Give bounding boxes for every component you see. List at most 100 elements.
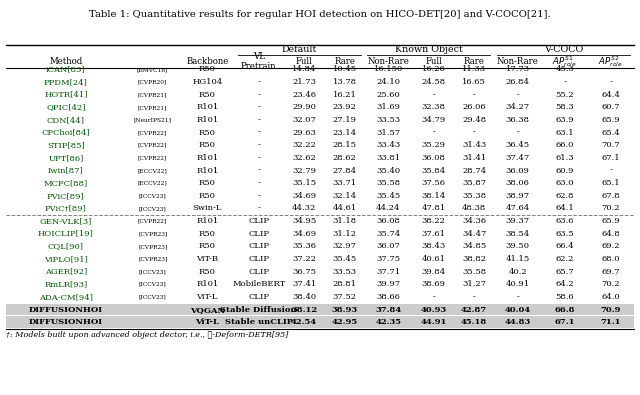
Text: 66.4: 66.4 xyxy=(556,243,574,250)
Text: R50: R50 xyxy=(199,66,216,73)
Text: 34.27: 34.27 xyxy=(506,103,530,111)
Text: 64.0: 64.0 xyxy=(602,293,620,301)
Text: 34.69: 34.69 xyxy=(292,230,316,238)
Text: 36.08: 36.08 xyxy=(376,217,400,225)
Text: 35.74: 35.74 xyxy=(376,230,401,238)
Text: R50: R50 xyxy=(199,129,216,137)
Text: 35.87: 35.87 xyxy=(462,179,486,187)
Text: -: - xyxy=(257,116,260,124)
Text: 31.41: 31.41 xyxy=(462,154,486,162)
Text: 36.38: 36.38 xyxy=(506,116,530,124)
Text: 23.14: 23.14 xyxy=(333,129,356,137)
Text: -: - xyxy=(516,129,519,137)
Text: iCAN[83]: iCAN[83] xyxy=(46,66,86,73)
Text: [CVPR22]: [CVPR22] xyxy=(138,143,167,148)
Text: 24.58: 24.58 xyxy=(422,78,445,86)
Text: 38.69: 38.69 xyxy=(422,280,445,288)
Text: R101: R101 xyxy=(196,103,218,111)
Text: Stable Diffusion: Stable Diffusion xyxy=(220,306,297,314)
Text: 65.4: 65.4 xyxy=(602,129,620,137)
Text: R101: R101 xyxy=(196,154,218,162)
Text: 21.73: 21.73 xyxy=(292,78,316,86)
Text: -: - xyxy=(516,91,519,99)
Text: Method: Method xyxy=(49,57,83,66)
Text: Table 1: Quantitative results for regular HOI detection on HICO-DET[20] and V-CO: Table 1: Quantitative results for regula… xyxy=(89,10,551,19)
Text: 38.14: 38.14 xyxy=(422,192,446,200)
Text: PViC[89]: PViC[89] xyxy=(47,192,84,200)
Text: 34.69: 34.69 xyxy=(292,192,316,200)
Text: 62.2: 62.2 xyxy=(556,255,574,263)
Text: $AP^{S1}_{role}$: $AP^{S1}_{role}$ xyxy=(552,54,577,69)
Text: 60.9: 60.9 xyxy=(556,167,574,175)
Text: CLIP: CLIP xyxy=(248,243,269,250)
Text: 34.95: 34.95 xyxy=(292,217,316,225)
Text: 33.53: 33.53 xyxy=(376,116,401,124)
Text: 34.47: 34.47 xyxy=(462,230,486,238)
Text: 64.1: 64.1 xyxy=(556,205,574,213)
Text: 40.61: 40.61 xyxy=(422,255,445,263)
Text: 66.0: 66.0 xyxy=(556,141,574,149)
Text: 42.54: 42.54 xyxy=(291,318,317,326)
Text: -: - xyxy=(257,78,260,86)
Text: 61.3: 61.3 xyxy=(556,154,574,162)
Text: 32.38: 32.38 xyxy=(422,103,445,111)
Text: QPIC[42]: QPIC[42] xyxy=(46,103,86,111)
Text: 28.62: 28.62 xyxy=(333,154,356,162)
Text: 33.81: 33.81 xyxy=(376,154,401,162)
Text: -: - xyxy=(257,66,260,73)
Text: 31.12: 31.12 xyxy=(333,230,356,238)
Text: 26.06: 26.06 xyxy=(462,103,486,111)
Text: 26.84: 26.84 xyxy=(506,78,530,86)
Text: [ICCV23]: [ICCV23] xyxy=(139,282,166,287)
Text: 38.43: 38.43 xyxy=(422,243,446,250)
Text: 16.21: 16.21 xyxy=(333,91,356,99)
Text: CPChoi[84]: CPChoi[84] xyxy=(42,129,90,137)
Text: Non-Rare: Non-Rare xyxy=(497,57,539,66)
Text: 36.07: 36.07 xyxy=(376,243,400,250)
Text: 63.0: 63.0 xyxy=(556,179,574,187)
Text: 70.2: 70.2 xyxy=(602,205,620,213)
Text: 11.33: 11.33 xyxy=(462,66,486,73)
Text: 58.3: 58.3 xyxy=(556,103,574,111)
Text: -: - xyxy=(609,167,612,175)
Text: 36.08: 36.08 xyxy=(422,154,445,162)
Text: 38.54: 38.54 xyxy=(506,230,530,238)
Text: [ICCV23]: [ICCV23] xyxy=(139,206,166,211)
Text: 34.36: 34.36 xyxy=(462,217,486,225)
Text: 25.60: 25.60 xyxy=(376,91,400,99)
Text: -: - xyxy=(257,179,260,187)
Text: 45.3: 45.3 xyxy=(556,66,574,73)
Text: 35.84: 35.84 xyxy=(422,167,446,175)
Text: -: - xyxy=(473,91,476,99)
Text: VQGAN: VQGAN xyxy=(189,306,225,314)
Text: 68.0: 68.0 xyxy=(602,255,620,263)
Text: 40.93: 40.93 xyxy=(420,306,447,314)
Text: 39.37: 39.37 xyxy=(506,217,530,225)
Text: -: - xyxy=(473,293,476,301)
Text: R50: R50 xyxy=(199,192,216,200)
Text: 38.06: 38.06 xyxy=(506,179,530,187)
Text: [CVPR22]: [CVPR22] xyxy=(138,219,167,224)
Text: Stable unCLIP: Stable unCLIP xyxy=(225,318,292,326)
Text: [CVPR20]: [CVPR20] xyxy=(138,80,167,85)
Text: R50: R50 xyxy=(199,141,216,149)
Text: [ECCV22]: [ECCV22] xyxy=(138,168,168,173)
Text: -: - xyxy=(257,205,260,213)
Text: 47.64: 47.64 xyxy=(506,205,530,213)
Text: -: - xyxy=(609,78,612,86)
Text: 35.58: 35.58 xyxy=(376,179,401,187)
Text: 29.90: 29.90 xyxy=(292,103,316,111)
Text: CLIP: CLIP xyxy=(248,268,269,276)
Text: CLIP: CLIP xyxy=(248,217,269,225)
Text: PViC†[89]: PViC†[89] xyxy=(45,205,87,213)
Text: CLIP: CLIP xyxy=(248,230,269,238)
Text: CQL[90]: CQL[90] xyxy=(48,243,84,250)
Text: 45.18: 45.18 xyxy=(461,318,487,326)
Text: 36.09: 36.09 xyxy=(506,167,530,175)
Text: 63.1: 63.1 xyxy=(556,129,574,137)
Text: 16.26: 16.26 xyxy=(422,66,445,73)
Text: -: - xyxy=(257,129,260,137)
Text: 32.07: 32.07 xyxy=(292,116,316,124)
Text: 36.75: 36.75 xyxy=(292,268,316,276)
Text: $AP^{S2}_{role}$: $AP^{S2}_{role}$ xyxy=(598,54,623,69)
